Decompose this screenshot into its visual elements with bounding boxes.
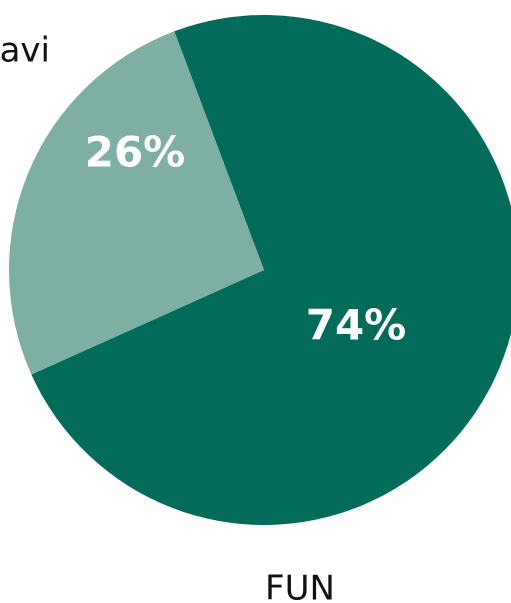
category-label-avi: avi (0, 31, 50, 71)
slice-percent-label-avi: 26% (85, 128, 186, 177)
pie-slice-labels: 74% 26% (85, 128, 407, 350)
pie-slices (8, 15, 511, 525)
pie-slice-fun (31, 15, 511, 525)
category-label-fun: FUN (265, 569, 335, 603)
slice-percent-label-fun: 74% (306, 301, 407, 350)
pie-slice-avi (8, 31, 264, 375)
pie-category-labels: FUN avi (0, 31, 335, 603)
